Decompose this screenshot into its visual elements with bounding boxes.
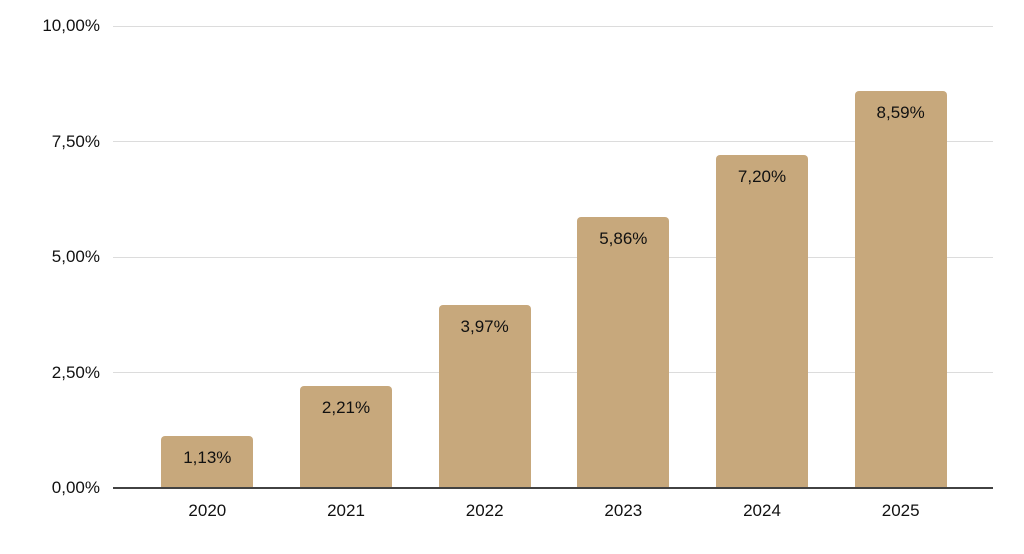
y-axis-tick-label: 10,00% [42,16,100,35]
bar-value-label: 5,86% [599,229,648,249]
bar-value-label: 7,20% [737,167,787,187]
bar-2020 [161,435,254,488]
x-axis-tick-label: 2024 [743,501,781,520]
gridline [113,256,993,258]
x-axis-tick-label: 2023 [604,501,643,520]
x-axis-line [113,487,993,489]
gridline [113,372,993,373]
bar-2024 [716,155,808,488]
x-axis-tick-label: 2022 [465,501,504,520]
bar-value-label: 1,13% [183,447,232,467]
bar-2022 [438,304,531,488]
gridline [113,141,993,142]
bar-2023 [577,217,670,488]
x-axis-tick-label: 2020 [188,501,227,520]
bar-2021 [300,385,392,488]
bar-value-label: 3,97% [460,316,509,336]
bar-value-label: 8,59% [876,103,925,123]
y-axis-tick-label: 7,50% [51,131,100,151]
x-axis-tick-label: 2025 [881,501,920,520]
x-axis-tick-label: 2021 [327,501,365,520]
y-axis-tick-label: 0,00% [51,478,100,497]
gridline [113,25,993,27]
y-axis-tick-label: 2,50% [51,362,100,382]
y-axis-tick-label: 5,00% [51,247,100,266]
bar-2025 [854,91,947,488]
bar-value-label: 2,21% [321,397,371,417]
